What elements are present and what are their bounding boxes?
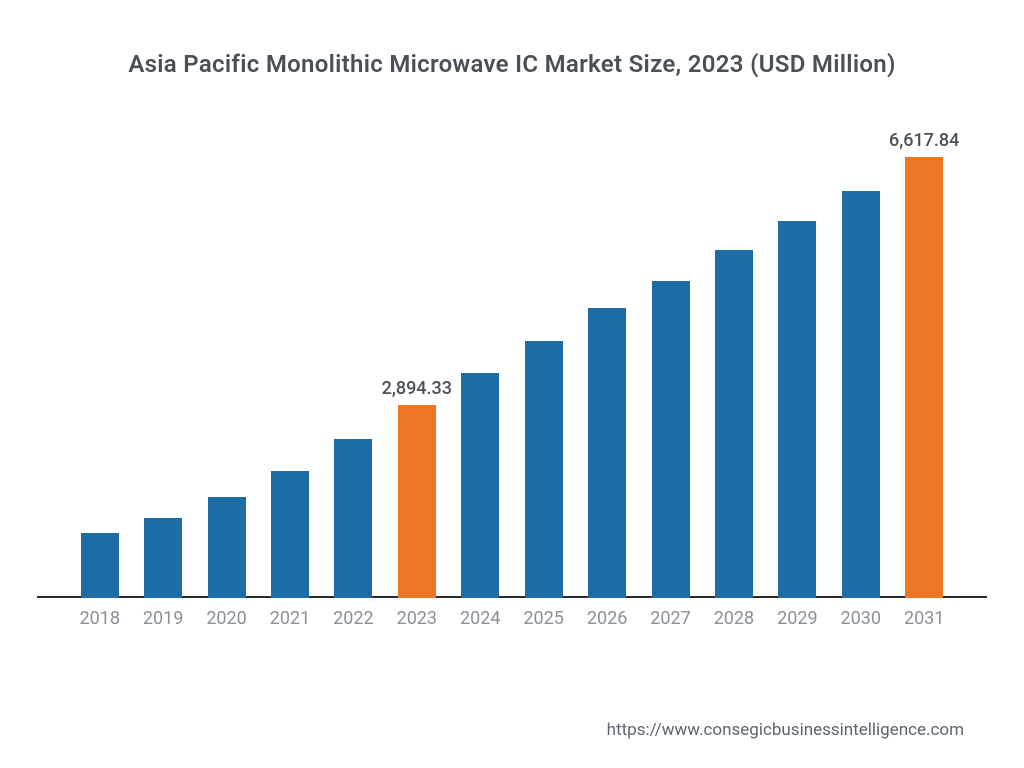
x-axis-label: 2030: [829, 598, 892, 638]
bar-slot: [829, 118, 892, 598]
plot-region: 2,894.33 6,617.84: [62, 118, 962, 598]
bar: [398, 405, 436, 598]
bar: [271, 471, 309, 598]
bar: [652, 281, 690, 598]
bar-slot: [512, 118, 575, 598]
bar-slot: [575, 118, 638, 598]
chart-area: 2,894.336,617.84 20182019202020212022202…: [42, 98, 982, 638]
x-axis-label: 2018: [68, 598, 131, 638]
x-axis-label: 2020: [195, 598, 258, 638]
bars-group: 2,894.33 6,617.84: [62, 118, 962, 598]
bar: [588, 308, 626, 598]
bar-slot: [322, 118, 385, 598]
bar-slot: 6,617.84: [892, 118, 955, 598]
x-axis-label: 2022: [322, 598, 385, 638]
bar: [778, 221, 816, 598]
source-url: https://www.consegicbusinessintelligence…: [0, 720, 964, 740]
bar-slot: [766, 118, 829, 598]
x-axis-label: 2026: [575, 598, 638, 638]
x-axis-label: 2021: [258, 598, 321, 638]
x-axis-label: 2028: [702, 598, 765, 638]
bar: [715, 250, 753, 598]
bar-slot: [702, 118, 765, 598]
bar: [81, 533, 119, 598]
x-axis-label: 2024: [449, 598, 512, 638]
bar-slot: 2,894.33: [385, 118, 448, 598]
bar: [525, 341, 563, 598]
bar: [334, 439, 372, 598]
bar-slot: [68, 118, 131, 598]
bar: [905, 157, 943, 598]
x-axis-label: 2027: [639, 598, 702, 638]
bar-slot: [639, 118, 702, 598]
bar-slot: [258, 118, 321, 598]
chart-title: Asia Pacific Monolithic Microwave IC Mar…: [30, 50, 994, 78]
x-axis-label: 2019: [131, 598, 194, 638]
chart-container: Asia Pacific Monolithic Microwave IC Mar…: [0, 0, 1024, 768]
bar-slot: [131, 118, 194, 598]
x-axis-label: 2029: [766, 598, 829, 638]
bar: [144, 518, 182, 598]
bar: [461, 373, 499, 598]
bar-slot: [195, 118, 258, 598]
x-axis-label: 2025: [512, 598, 575, 638]
bar: [208, 497, 246, 598]
x-axis-label: 2023: [385, 598, 448, 638]
x-axis-labels: 2018201920202021202220232024202520262027…: [62, 598, 962, 638]
bar-slot: [449, 118, 512, 598]
bar-value-label: 6,617.84: [864, 130, 984, 151]
x-axis-label: 2031: [892, 598, 955, 638]
bar: [842, 191, 880, 598]
